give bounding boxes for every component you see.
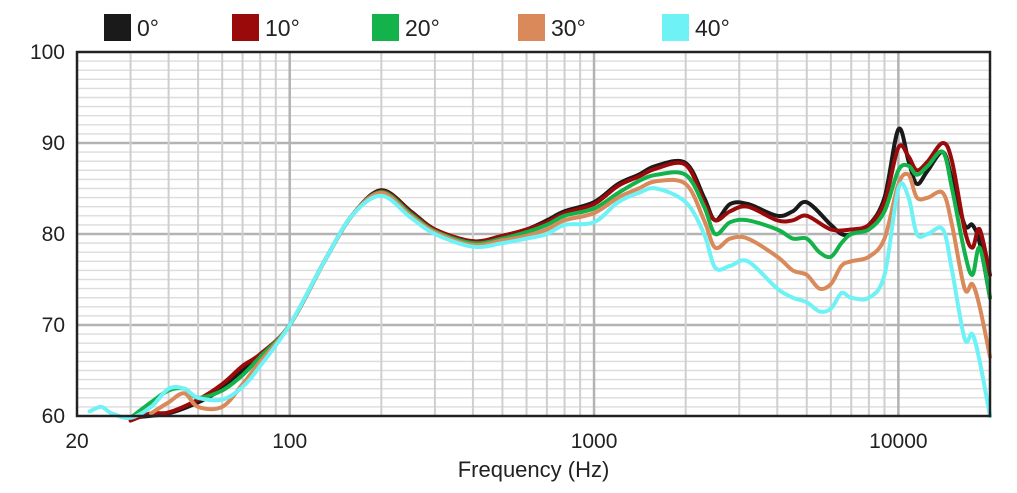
y-tick-label: 80 xyxy=(42,223,65,246)
x-axis-ticks: 20 100 1000 10000 xyxy=(65,430,927,453)
x-tick-label: 10000 xyxy=(869,430,927,453)
y-tick-label: 70 xyxy=(42,314,65,337)
x-tick-label: 20 xyxy=(65,430,88,453)
legend-label-0: 0° xyxy=(137,15,159,41)
plot-frame xyxy=(75,50,992,418)
legend-label-3: 30° xyxy=(551,15,586,41)
legend-swatch-2 xyxy=(372,14,399,41)
y-axis-ticks: 60 70 80 90 100 xyxy=(30,41,65,428)
series-line-4 xyxy=(87,181,992,420)
legend-swatch-1 xyxy=(232,14,259,41)
x-axis-title: Frequency (Hz) xyxy=(458,457,610,482)
legend: 0° 10° 20° 30° 40° xyxy=(104,14,730,41)
legend-swatch-3 xyxy=(518,14,545,41)
y-tick-label: 100 xyxy=(30,41,65,64)
grid xyxy=(77,52,990,416)
legend-swatch-0 xyxy=(104,14,131,41)
x-tick-label: 100 xyxy=(272,430,307,453)
y-tick-label: 90 xyxy=(42,132,65,155)
legend-label-2: 20° xyxy=(405,15,440,41)
legend-label-1: 10° xyxy=(265,15,300,41)
legend-swatch-4 xyxy=(662,14,689,41)
legend-label-4: 40° xyxy=(695,15,730,41)
series-lines xyxy=(87,126,992,423)
y-tick-label: 60 xyxy=(42,405,65,428)
x-tick-label: 1000 xyxy=(571,430,618,453)
